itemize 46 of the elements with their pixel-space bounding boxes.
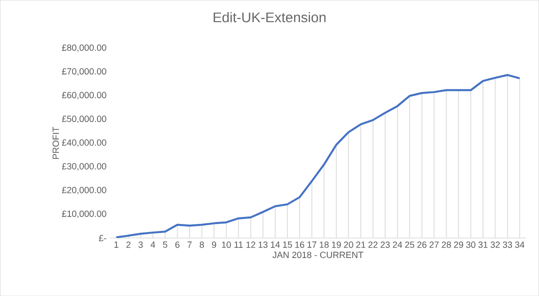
x-tick-label: 5 bbox=[163, 241, 168, 248]
x-tick-label: 12 bbox=[246, 241, 256, 248]
x-tick-label: 16 bbox=[295, 241, 304, 248]
y-tick-label: £60,000.00 bbox=[62, 92, 106, 100]
x-tick-label: 23 bbox=[380, 241, 390, 248]
x-tick-label: 34 bbox=[515, 241, 524, 248]
x-tick-label: 15 bbox=[283, 241, 292, 248]
x-tick-label: 31 bbox=[478, 241, 488, 248]
x-tick-label: 33 bbox=[502, 241, 512, 248]
x-tick-label: 18 bbox=[320, 241, 329, 248]
x-tick-label: 13 bbox=[258, 241, 268, 248]
y-tick-label: £70,000.00 bbox=[62, 68, 106, 76]
x-tick-label: 30 bbox=[466, 241, 476, 248]
y-tick-label: £10,000.00 bbox=[62, 210, 106, 218]
y-tick-label: £30,000.00 bbox=[62, 163, 106, 170]
y-tick-label: £- bbox=[98, 234, 106, 242]
x-tick-label: 2 bbox=[126, 241, 130, 248]
x-tick-label: 17 bbox=[308, 241, 316, 248]
x-tick-label: 3 bbox=[138, 241, 143, 248]
x-tick-label: 10 bbox=[222, 241, 231, 248]
x-tick-label: 24 bbox=[392, 241, 402, 248]
x-tick-label: 6 bbox=[175, 241, 180, 248]
x-tick-label: 29 bbox=[454, 241, 464, 248]
x-tick-label: 32 bbox=[490, 241, 500, 248]
x-tick-label: 26 bbox=[417, 241, 426, 248]
y-tick-label: £80,000.00 bbox=[62, 44, 106, 52]
x-tick-label: 27 bbox=[430, 241, 439, 248]
x-tick-label: 20 bbox=[344, 241, 354, 248]
y-tick-label: £50,000.00 bbox=[62, 116, 106, 123]
y-tick-label: £40,000.00 bbox=[62, 139, 106, 147]
x-tick-label: 11 bbox=[234, 241, 243, 248]
x-tick-label: 8 bbox=[200, 241, 204, 248]
x-tick-label: 19 bbox=[332, 241, 341, 248]
y-axis-title: PROFIT bbox=[52, 126, 59, 159]
x-tick-label: 25 bbox=[405, 241, 414, 248]
x-tick-label: 28 bbox=[442, 241, 451, 248]
x-tick-label: 14 bbox=[270, 241, 280, 248]
x-axis-title: JAN 2018 - CURRENT bbox=[272, 252, 364, 258]
x-tick-label: 22 bbox=[368, 241, 378, 248]
x-tick-label: 21 bbox=[356, 241, 366, 248]
chart-title: Edit-UK-Extension bbox=[214, 12, 326, 22]
x-tick-label: 4 bbox=[150, 241, 156, 248]
x-tick-label: 9 bbox=[212, 241, 216, 248]
x-tick-label: 7 bbox=[188, 241, 192, 248]
y-tick-label: £20,000.00 bbox=[62, 186, 106, 194]
x-tick-label: 1 bbox=[114, 241, 118, 248]
